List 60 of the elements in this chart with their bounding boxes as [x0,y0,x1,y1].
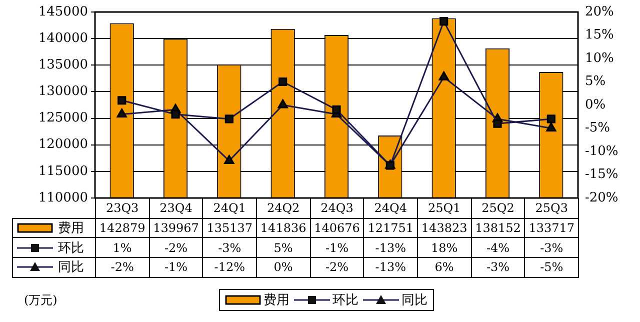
y2-tick-label: 0% [585,97,606,112]
x-tick-label: 25Q2 [470,198,526,219]
y-tick-label: 135000 [38,58,88,73]
legend-label: 同比 [58,259,84,276]
data-label: 143823 [417,218,472,238]
data-label: 139967 [148,218,204,238]
y-tick-label: 145000 [38,4,88,20]
text: (万元) [24,292,58,309]
x-tick-label: 24Q3 [310,198,364,219]
data-label: 133717 [524,218,579,238]
y-tick-label: 140000 [38,30,88,46]
data-label: 0% [256,257,311,278]
data-label: 121751 [363,218,418,238]
y2-tick-label: 10% [585,50,614,66]
data-label: -13% [363,237,418,258]
data-label: -5% [524,257,579,278]
data-label: 135137 [202,218,257,238]
data-label: -3% [202,237,257,258]
y2-tick-label: -5% [585,120,610,136]
data-label: 138152 [470,218,526,238]
data-label: -4% [470,237,526,258]
x-tick-label: 23Q4 [148,198,204,219]
x-tick-label: 25Q1 [417,198,472,219]
y2-tick-label: 20% [585,4,614,20]
text: 同比 [402,293,428,308]
y2-tick-label: 15% [585,28,614,43]
text: 环比 [332,293,358,308]
x-tick-label: 25Q3 [524,198,579,219]
x-tick-label: 24Q4 [363,198,418,219]
data-label: -3% [470,257,526,278]
data-label: 1% [95,237,150,258]
data-label: 140676 [310,218,364,238]
y-tick-label: 125000 [38,110,88,126]
data-label: 141836 [256,218,311,238]
y-tick-label: 120000 [38,137,88,152]
y-tick-label: 110000 [38,190,88,206]
data-label: 5% [256,237,311,258]
data-label: -12% [202,257,257,278]
data-label: -13% [363,257,418,278]
legend-label: 环比 [58,240,84,257]
x-tick-label: 24Q2 [256,198,311,219]
y-tick-label: 130000 [38,84,88,100]
x-tick-label: 24Q1 [202,198,257,219]
y2-tick-label: 5% [585,74,606,90]
y2-tick-label: -10% [585,144,618,159]
data-label: -1% [148,257,204,278]
y2-tick-label: -15% [585,167,618,182]
legend-label: 费用 [264,292,290,309]
data-label: 142879 [95,218,150,238]
text: 费用 [58,221,84,236]
data-label: -3% [524,237,579,258]
data-label: 6% [417,257,472,278]
y-tick-label: 115000 [38,164,88,179]
data-label: 18% [417,237,472,258]
data-label: -1% [310,237,364,258]
data-label: -2% [95,257,150,278]
y2-tick-label: -20% [585,190,618,206]
x-tick-label: 23Q3 [95,198,150,219]
data-label: -2% [148,237,204,258]
data-label: -2% [310,257,364,278]
